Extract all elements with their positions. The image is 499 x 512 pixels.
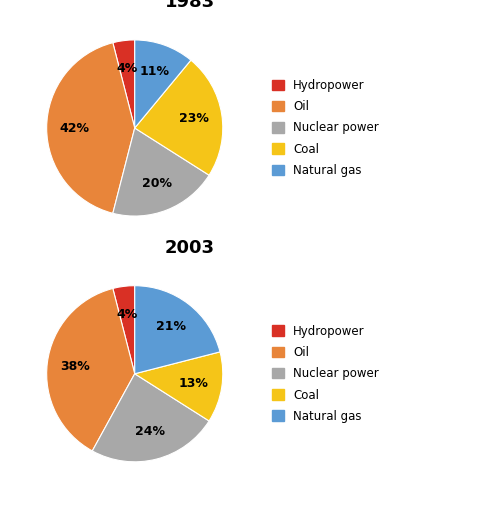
Text: 23%: 23% bbox=[179, 112, 209, 125]
Text: 21%: 21% bbox=[156, 320, 187, 333]
Wedge shape bbox=[47, 42, 135, 214]
Text: 24%: 24% bbox=[135, 425, 165, 438]
Wedge shape bbox=[135, 286, 220, 374]
Wedge shape bbox=[113, 286, 135, 374]
Wedge shape bbox=[135, 352, 223, 421]
Legend: Hydropower, Oil, Nuclear power, Coal, Natural gas: Hydropower, Oil, Nuclear power, Coal, Na… bbox=[268, 321, 382, 426]
Wedge shape bbox=[92, 374, 209, 462]
Title: 2003: 2003 bbox=[165, 239, 215, 257]
Text: 11%: 11% bbox=[140, 65, 170, 78]
Text: 4%: 4% bbox=[117, 62, 138, 75]
Text: 4%: 4% bbox=[117, 308, 138, 321]
Wedge shape bbox=[135, 60, 223, 175]
Wedge shape bbox=[113, 128, 209, 216]
Text: 13%: 13% bbox=[179, 377, 209, 390]
Title: 1983: 1983 bbox=[165, 0, 215, 11]
Text: 38%: 38% bbox=[60, 360, 90, 373]
Wedge shape bbox=[47, 288, 135, 451]
Wedge shape bbox=[113, 40, 135, 128]
Text: 42%: 42% bbox=[60, 121, 90, 135]
Wedge shape bbox=[135, 40, 191, 128]
Text: 20%: 20% bbox=[142, 177, 172, 190]
Legend: Hydropower, Oil, Nuclear power, Coal, Natural gas: Hydropower, Oil, Nuclear power, Coal, Na… bbox=[268, 75, 382, 181]
